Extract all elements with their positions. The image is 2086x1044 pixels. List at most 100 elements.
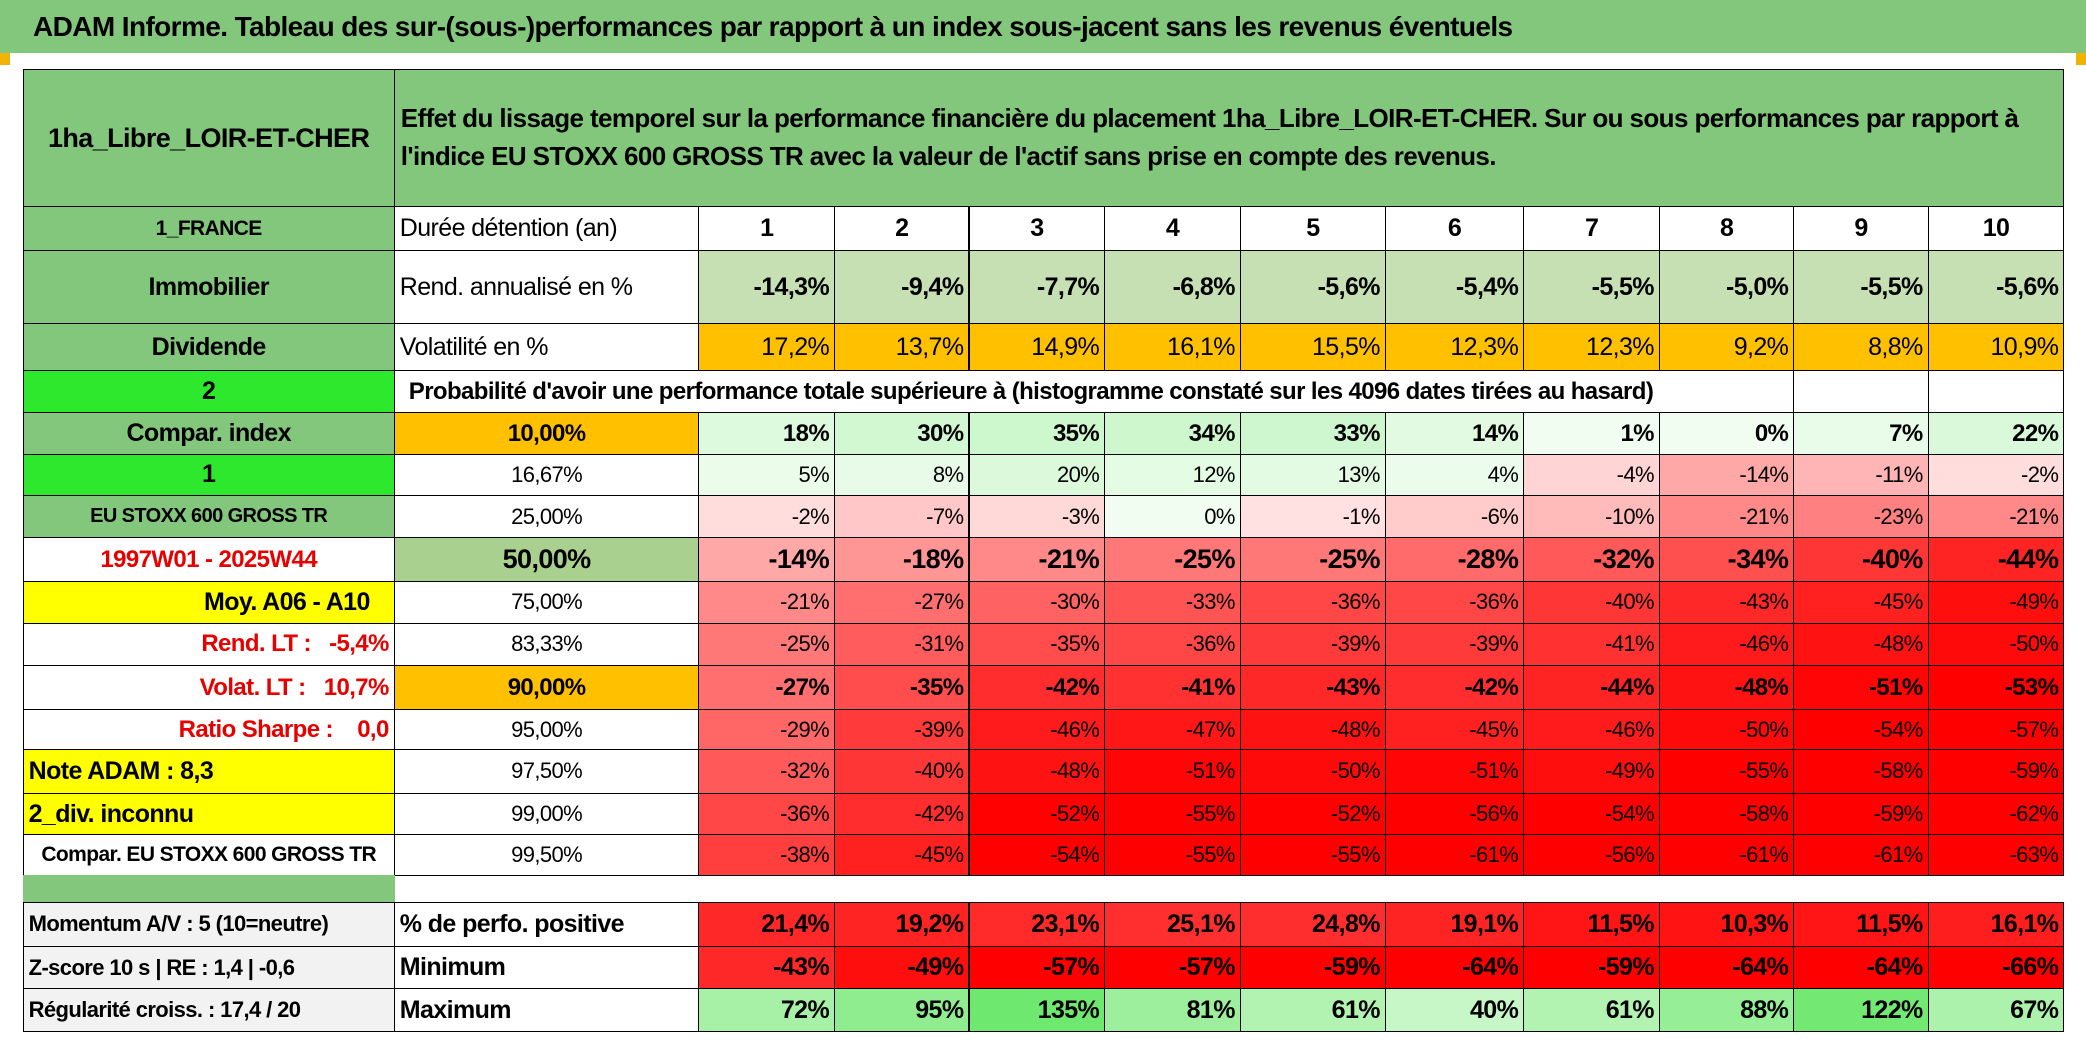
spacer [22,875,395,903]
quantile-value: 18% [698,412,836,455]
quantile-value: -36% [698,792,836,836]
row-label: Minimum [393,945,700,990]
quantile-value: -35% [834,665,970,711]
quantile-label: 97,50% [393,748,700,794]
stat-value: 61% [1239,988,1386,1033]
quantile-value: 34% [1104,412,1241,455]
quantile-value: -38% [698,834,836,877]
quantile-label: 50,00% [393,537,700,583]
quantile-value: -31% [834,622,970,667]
quantile-value: -61% [1793,834,1929,877]
left-label: Dividende [22,323,395,371]
stat-value: -59% [1239,945,1386,990]
quantile-value: -56% [1384,792,1525,836]
quantile-value: -36% [1239,581,1386,624]
quantile-value: 0% [1658,412,1795,455]
quantile-value: -52% [968,792,1106,836]
row-label: Maximum [393,988,700,1033]
fund-name: 1ha_Libre_LOIR-ET-CHER [22,69,395,208]
duration: 9 [1793,206,1929,252]
quantile-value: -58% [1793,748,1929,794]
quantile-value: -55% [1104,792,1241,836]
quantile-value: -53% [1927,665,2065,711]
stat-value: -57% [1104,945,1241,990]
quantile-value: -11% [1793,453,1929,496]
quantile-value: 4% [1384,453,1525,496]
stat-value: 10,3% [1658,901,1795,947]
stat-value: -57% [968,945,1106,990]
quantile-value: -2% [1927,453,2065,496]
stat-value: 67% [1927,988,2065,1033]
quantile-value: -50% [1927,622,2065,667]
quantile-value: 20% [968,453,1106,496]
return-value: -7,7% [968,250,1106,325]
duration: 3 [968,206,1106,252]
volatility-value: 13,7% [834,323,970,371]
left-label: 2 [22,369,395,414]
stat-value: -49% [834,945,970,990]
quantile-value: -44% [1523,665,1660,711]
left-label: Compar. index [22,412,395,455]
quantile-value: 12% [1104,453,1241,496]
stat-value: 72% [698,988,836,1033]
quantile-value: -14% [698,537,836,583]
row-label: % de perfo. positive [393,901,700,947]
stat-value: 19,1% [1384,901,1525,947]
left-label: Immobilier [22,250,395,325]
quantile-value: -55% [1658,748,1795,794]
footer-label: Momentum A/V : 5 (10=neutre) [22,901,395,947]
stat-value: 11,5% [1523,901,1660,947]
quantile-value: 22% [1927,412,2065,455]
quantile-value: -61% [1384,834,1525,877]
volatility-value: 12,3% [1384,323,1525,371]
quantile-value: -33% [1104,581,1241,624]
quantile-label: 16,67% [393,453,700,496]
stat-value: -59% [1523,945,1660,990]
quantile-value: -56% [1523,834,1660,877]
quantile-value: -27% [698,665,836,711]
quantile-value: -50% [1658,709,1795,750]
quantile-value: -25% [1104,537,1241,583]
quantile-value: -49% [1523,748,1660,794]
quantile-value: -39% [1384,622,1525,667]
volatility-value: 12,3% [1523,323,1660,371]
quantile-value: -54% [968,834,1106,877]
quantile-value: -25% [1239,537,1386,583]
volatility-value: 10,9% [1927,323,2065,371]
quantile-value: -55% [1104,834,1241,877]
corner-mark [2076,53,2086,65]
left-label: Ratio Sharpe : 0,0 [22,709,395,750]
quantile-value: -48% [1793,622,1929,667]
duration: 7 [1523,206,1660,252]
quantile-value: -61% [1658,834,1795,877]
left-label: Moy. A06 - A10 [22,581,395,624]
quantile-value: 1% [1523,412,1660,455]
volatility-value: 16,1% [1104,323,1241,371]
quantile-value: 30% [834,412,970,455]
quantile-value: -21% [968,537,1106,583]
quantile-value: -21% [698,581,836,624]
quantile-value: 8% [834,453,970,496]
duration: 6 [1384,206,1525,252]
stat-value: 21,4% [698,901,836,947]
duration: 8 [1658,206,1795,252]
quantile-value: -49% [1927,581,2065,624]
quantile-value: -3% [968,494,1106,539]
volatility-value: 8,8% [1793,323,1929,371]
quantile-value: -62% [1927,792,2065,836]
volatility-value: 17,2% [698,323,836,371]
duration: 4 [1104,206,1241,252]
quantile-value: -23% [1793,494,1929,539]
quantile-value: 0% [1104,494,1241,539]
duration: 10 [1927,206,2065,252]
quantile-value: -48% [1658,665,1795,711]
duration: 5 [1239,206,1386,252]
quantile-value: -41% [1523,622,1660,667]
quantile-label: 83,33% [393,622,700,667]
quantile-value: -32% [1523,537,1660,583]
row-label: Rend. annualisé en % [393,250,700,325]
quantile-value: 14% [1384,412,1525,455]
quantile-value: -40% [1523,581,1660,624]
quantile-label: 99,50% [393,834,700,877]
